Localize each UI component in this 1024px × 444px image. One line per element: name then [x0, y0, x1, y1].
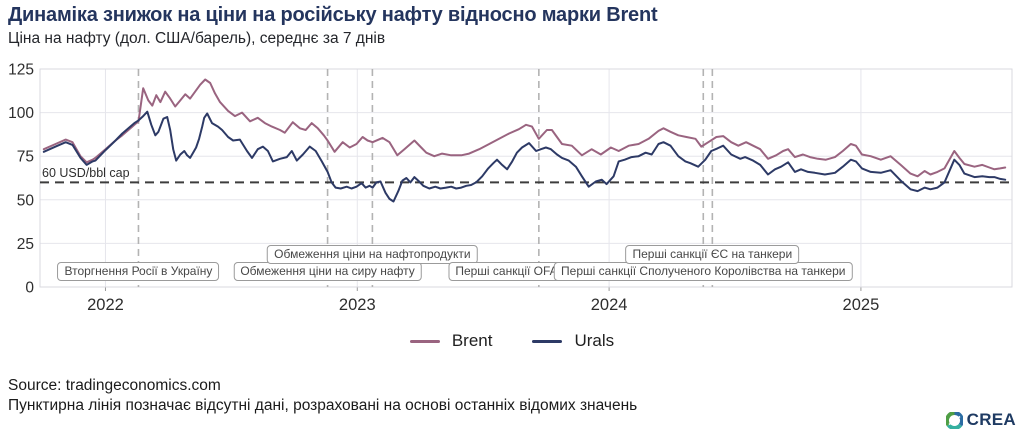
x-tick-label: 2023 [339, 296, 376, 314]
event-label: Перші санкції OFAC [448, 262, 574, 282]
event-label: Перші санкції Сполученого Королівства на… [554, 262, 853, 282]
price-cap-label: 60 USD/bbl cap [42, 166, 130, 180]
crea-logo-text: CREA [966, 410, 1016, 429]
y-tick-label: 25 [17, 236, 34, 253]
event-label: Перші санкції ЄС на танкери [625, 245, 800, 265]
brent-series-line [42, 78, 1007, 178]
brent-line-swatch [409, 339, 440, 343]
x-tick-label: 2024 [591, 296, 628, 314]
legend-label-brent: Brent [451, 331, 493, 350]
y-tick-label: 125 [8, 62, 34, 79]
source-text: Source: tradingeconomics.com [8, 377, 221, 394]
crea-logo: CREA [945, 410, 1016, 430]
dotted-line-note: Пунктирна лінія позначає відсутні дані, … [8, 397, 638, 414]
event-label: Обмеження ціни на нафтопродукти [267, 245, 478, 265]
crea-logo-icon [945, 411, 963, 429]
page-title: Динаміка знижок на ціни на російську наф… [8, 4, 658, 26]
y-tick-label: 0 [25, 280, 34, 297]
y-tick-label: 75 [17, 149, 34, 166]
event-label: Обмеження ціни на сиру нафту [233, 262, 422, 282]
chart-subtitle: Ціна на нафту (дол. США/барель), середнє… [8, 30, 386, 47]
legend-item-urals: Urals [532, 331, 614, 351]
event-label: Вторгнення Росії в Україну [57, 262, 220, 282]
legend-item-brent: Brent [409, 331, 493, 351]
y-tick-label: 100 [8, 105, 34, 122]
urals-series-line [42, 110, 1007, 203]
x-tick-label: 2022 [87, 296, 124, 314]
plot-border [39, 68, 1013, 288]
urals-line-swatch [532, 339, 563, 343]
y-tick-label: 50 [17, 192, 35, 209]
chart-legend: Brent Urals [0, 331, 1024, 351]
legend-label-urals: Urals [574, 331, 615, 350]
x-tick-label: 2025 [843, 296, 880, 314]
